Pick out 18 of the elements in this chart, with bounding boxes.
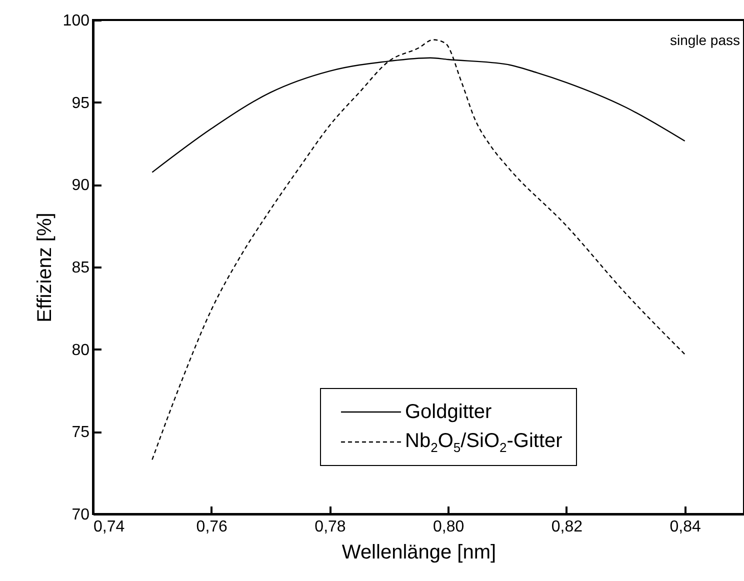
y-tick-label: 100 (62, 12, 90, 30)
y-tick-label: 75 (72, 424, 90, 442)
legend-label: Goldgitter (405, 400, 492, 424)
x-tick-label: 0,82 (551, 518, 583, 536)
y-tick-label: 90 (72, 177, 90, 194)
x-tick-label: 0,80 (433, 518, 464, 536)
x-tick-label: 0,84 (670, 518, 701, 536)
x-axis-title: Wellenlänge [nm] (342, 542, 496, 564)
y-tick-label: 80 (72, 342, 90, 359)
x-tick-label: 0,76 (196, 518, 228, 536)
x-tick-label: 0,74 (94, 518, 125, 536)
annotation: single pass (670, 32, 740, 48)
legend-label: Nb$_{2}$O$_{5}$/SiO$_{2}$-Gitter (405, 430, 562, 454)
y-tick-label: 85 (72, 260, 90, 276)
x-tick-label: 0,78 (314, 518, 346, 536)
y-axis-title: Effizienz [%] (34, 212, 56, 322)
y-tick-label: 95 (72, 94, 90, 112)
y-tick-label: 70 (72, 506, 90, 524)
